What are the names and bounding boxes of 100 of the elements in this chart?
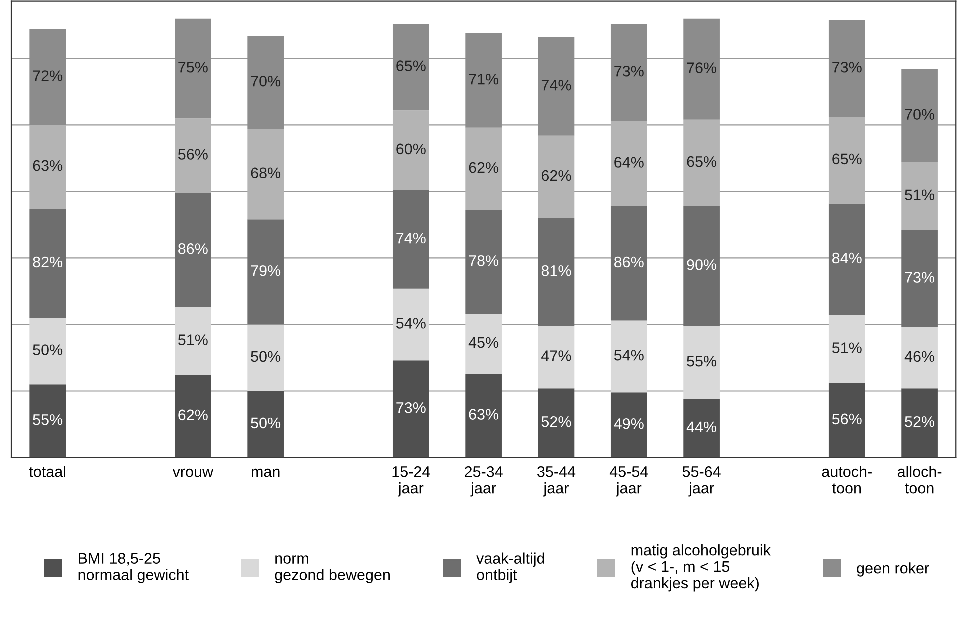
data-label: 51% — [905, 190, 935, 200]
bar — [684, 120, 720, 206]
bar — [466, 210, 502, 314]
data-label: 70% — [905, 109, 935, 120]
legend-label: BMI 18,5-25 normaal gewicht — [78, 553, 189, 584]
bar — [30, 209, 66, 318]
data-label: 74% — [542, 80, 572, 91]
data-label: 50% — [33, 344, 63, 356]
data-label: 52% — [542, 416, 572, 428]
data-label: 71% — [469, 74, 499, 85]
bar — [610, 206, 648, 321]
bar — [538, 388, 575, 458]
data-label: 81% — [542, 265, 572, 276]
data-label: 45% — [468, 337, 499, 348]
bar — [30, 318, 66, 385]
bar — [610, 392, 648, 458]
data-label: 73% — [396, 402, 426, 414]
data-label: 51% — [832, 342, 862, 354]
data-label: 56% — [178, 149, 208, 160]
bar — [248, 220, 284, 325]
data-label: 52% — [905, 416, 935, 428]
data-label: 54% — [614, 350, 644, 361]
bar — [466, 374, 502, 458]
data-label: 78% — [469, 256, 499, 266]
x-tick-label: autoch- toon — [822, 466, 872, 494]
bar — [538, 326, 575, 389]
bar — [248, 391, 284, 458]
data-label: 55% — [687, 356, 717, 367]
bar — [902, 327, 938, 389]
data-label: 50% — [251, 351, 281, 362]
bar — [610, 24, 648, 122]
bar — [466, 128, 502, 210]
x-tick-label: 55-64 jaar — [682, 466, 721, 497]
x-tick-label: 45-54 jaar — [610, 466, 648, 497]
data-label: 55% — [33, 414, 63, 426]
bar — [175, 307, 212, 376]
data-label: 63% — [469, 409, 499, 420]
bar — [248, 129, 284, 220]
data-label: 63% — [33, 160, 63, 172]
bar — [175, 118, 212, 194]
data-label: 82% — [33, 256, 63, 268]
bar — [828, 383, 866, 458]
data-label: 76% — [687, 62, 717, 74]
data-label: 75% — [178, 62, 208, 73]
data-label: 84% — [832, 252, 862, 264]
data-label: 65% — [687, 156, 717, 168]
bar — [684, 399, 720, 458]
bar — [30, 384, 66, 458]
legend-label: norm gezond bewegen — [275, 556, 390, 584]
data-label: 70% — [251, 76, 281, 87]
data-label: 79% — [251, 265, 281, 276]
data-label: 44% — [686, 422, 717, 433]
x-tick-label: totaal — [29, 466, 66, 478]
data-label: 56% — [832, 414, 862, 425]
bar — [902, 230, 938, 328]
bar — [175, 18, 212, 119]
legend-label: geen roker — [857, 562, 930, 577]
bar — [392, 360, 430, 458]
bar — [902, 388, 938, 458]
data-label: 74% — [396, 232, 426, 244]
legend-label: vaak-altijd ontbijt — [476, 552, 544, 584]
bar — [538, 37, 575, 136]
bar — [610, 320, 648, 393]
bar — [828, 117, 866, 204]
bar — [538, 218, 575, 326]
bar — [902, 162, 938, 230]
x-tick-label: 35-44 jaar — [538, 466, 576, 497]
data-label: 73% — [614, 66, 644, 77]
bar — [392, 110, 430, 190]
data-label: 49% — [614, 418, 644, 430]
legend-label: matig alcoholgebruik (v < 1-, m < 15 drankjes per week) — [631, 544, 771, 592]
bar — [828, 204, 866, 316]
data-label: 90% — [687, 260, 717, 270]
x-tick-label: man — [252, 468, 280, 478]
bar — [828, 20, 866, 118]
x-tick-label: 25-34 jaar — [465, 466, 503, 497]
x-tick-label: 15-24 jaar — [392, 466, 430, 497]
data-label: 54% — [396, 318, 426, 329]
bar — [392, 190, 430, 289]
bar — [175, 193, 212, 308]
x-tick-label: vrouw — [172, 468, 214, 478]
bar — [392, 24, 430, 111]
data-label: 86% — [178, 244, 208, 254]
bar — [684, 326, 720, 400]
bar — [392, 288, 430, 361]
bar — [466, 314, 502, 374]
data-label: 60% — [396, 144, 426, 155]
data-label: 72% — [33, 70, 63, 82]
data-label: 46% — [904, 351, 935, 362]
x-tick-label: alloch- toon — [898, 466, 942, 494]
bar — [902, 69, 938, 162]
data-label: 47% — [542, 350, 572, 362]
data-label: 50% — [251, 418, 281, 429]
bar — [30, 125, 66, 210]
data-label: 51% — [178, 334, 208, 346]
bar — [175, 375, 212, 458]
bar — [828, 315, 866, 384]
data-label: 62% — [178, 410, 208, 421]
data-label: 62% — [469, 162, 499, 174]
data-label: 65% — [396, 60, 426, 72]
